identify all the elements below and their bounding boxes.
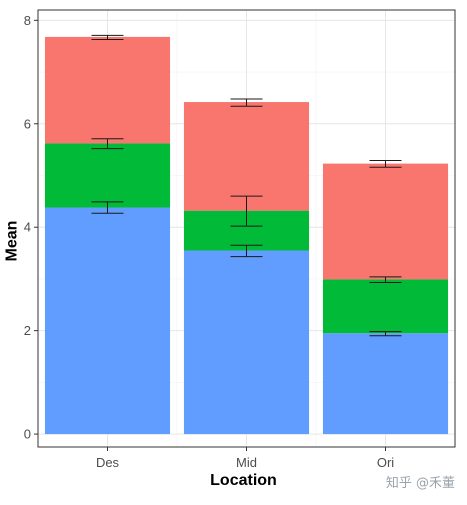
bar-segment xyxy=(44,143,171,208)
bar-segment xyxy=(183,102,310,211)
y-tick-label: 6 xyxy=(24,116,31,131)
x-axis-title: Location xyxy=(210,472,277,489)
bar-segment xyxy=(322,333,449,435)
bar-segment xyxy=(322,163,449,280)
y-tick-label: 8 xyxy=(24,13,31,28)
y-tick-label: 2 xyxy=(24,323,31,338)
bar-segment xyxy=(44,207,171,435)
watermark: 知乎 @禾董 xyxy=(385,476,455,491)
x-tick-label: Mid xyxy=(236,455,257,470)
y-axis-title: Mean xyxy=(3,220,21,262)
y-tick-label: 4 xyxy=(24,220,31,235)
x-tick-label: Des xyxy=(96,455,120,470)
bar-segment xyxy=(44,36,171,144)
y-tick-label: 0 xyxy=(24,427,31,442)
bar-segment xyxy=(322,279,449,334)
x-tick-label: Ori xyxy=(377,455,394,470)
bar-segment xyxy=(183,250,310,435)
